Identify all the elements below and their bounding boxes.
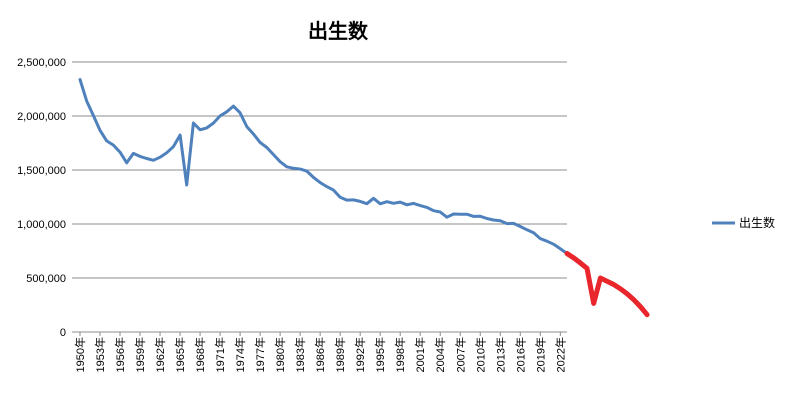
legend-label: 出生数 bbox=[739, 215, 775, 230]
x-tick-label: 1977年 bbox=[253, 337, 267, 372]
x-tick-label: 1983年 bbox=[293, 337, 307, 372]
hand-drawn-projection-line bbox=[564, 251, 650, 318]
x-tick-label: 1995年 bbox=[373, 337, 387, 372]
x-tick-label: 2016年 bbox=[513, 337, 527, 372]
x-tick-label: 1980年 bbox=[273, 337, 287, 372]
x-tick-label: 1998年 bbox=[393, 337, 407, 372]
x-tick-label: 1953年 bbox=[93, 337, 107, 372]
x-axis-ticks: 1950年 1953年 1956年 1959年 1962年 1965年 1968年 1971年… bbox=[73, 337, 567, 372]
x-tick-label: 2013年 bbox=[493, 337, 507, 372]
gridlines bbox=[72, 61, 567, 336]
x-tick-label: 1989年 bbox=[333, 337, 347, 372]
x-tick-label: 1965年 bbox=[173, 337, 187, 372]
x-tick-label: 1971年 bbox=[213, 337, 227, 372]
x-tick-label: 1986年 bbox=[313, 337, 327, 372]
x-tick-label: 2022年 bbox=[553, 337, 567, 372]
x-tick-label: 2010年 bbox=[473, 337, 487, 372]
x-tick-label: 2019年 bbox=[533, 337, 547, 372]
x-tick-label: 1968年 bbox=[193, 337, 207, 372]
x-tick-label: 2007年 bbox=[453, 337, 467, 372]
x-tick-label: 1959年 bbox=[133, 337, 147, 372]
x-tick-label: 1974年 bbox=[233, 337, 247, 372]
x-tick-label: 2004年 bbox=[433, 337, 447, 372]
x-tick-label: 1962年 bbox=[153, 337, 167, 372]
y-tick-label: 1,500,000 bbox=[17, 165, 66, 177]
legend: 出生数 bbox=[712, 215, 775, 230]
y-axis-ticks: 0 500,000 1,000,000 1,500,000 2,000,000 2,500… bbox=[17, 57, 66, 339]
y-tick-label: 500,000 bbox=[26, 273, 66, 285]
x-tick-label: 1950年 bbox=[73, 337, 87, 372]
y-tick-label: 1,000,000 bbox=[17, 219, 66, 231]
x-tick-label: 2001年 bbox=[413, 337, 427, 372]
y-tick-label: 2,000,000 bbox=[17, 111, 66, 123]
series-layer bbox=[78, 78, 650, 318]
y-tick-label: 2,500,000 bbox=[17, 57, 66, 69]
chart-title: 出生数 bbox=[308, 19, 369, 43]
y-tick-label: 0 bbox=[60, 327, 66, 339]
x-tick-label: 1956年 bbox=[113, 337, 127, 372]
series-line-birth-count bbox=[78, 78, 569, 255]
x-tick-label: 1992年 bbox=[353, 337, 367, 372]
